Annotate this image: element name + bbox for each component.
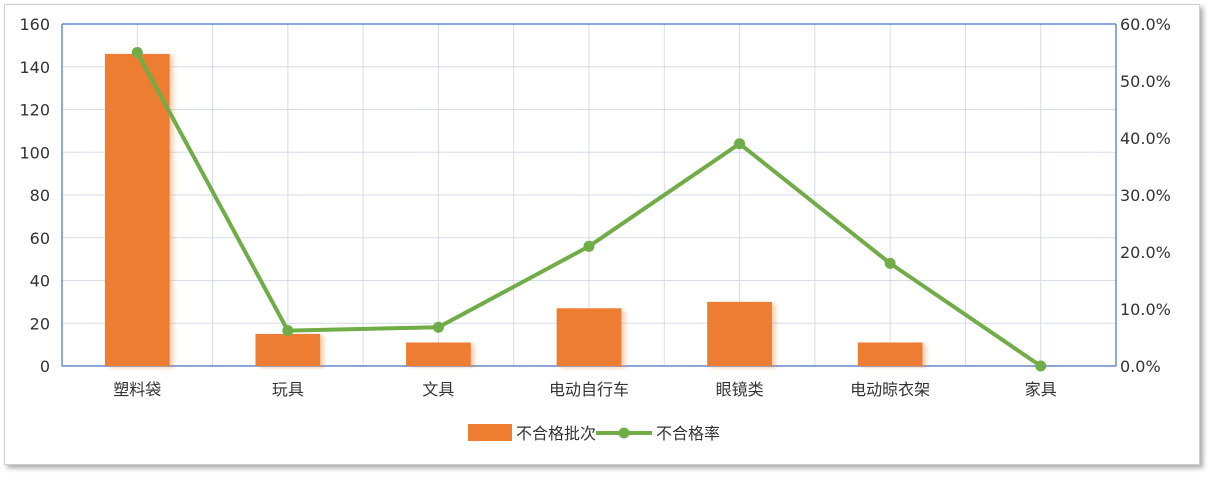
x-tick-label: 塑料袋 bbox=[113, 380, 161, 399]
y-right-tick-label: 20.0% bbox=[1120, 243, 1171, 262]
x-tick-label: 玩具 bbox=[272, 380, 304, 399]
y-left-tick-label: 0 bbox=[40, 357, 50, 376]
bar bbox=[104, 53, 170, 367]
bar bbox=[255, 333, 321, 366]
y-right-tick-label: 0.0% bbox=[1120, 357, 1161, 376]
line-point bbox=[1035, 360, 1047, 372]
x-tick-label: 眼镜类 bbox=[716, 380, 764, 399]
y-right-tick-label: 30.0% bbox=[1120, 186, 1171, 205]
x-tick-label: 家具 bbox=[1025, 380, 1057, 399]
legend-line-marker bbox=[618, 427, 630, 439]
y-right-tick-label: 50.0% bbox=[1120, 72, 1171, 91]
y-left-tick-label: 80 bbox=[30, 186, 50, 205]
x-tick-label: 文具 bbox=[422, 380, 454, 399]
y-left-tick-label: 120 bbox=[19, 101, 50, 120]
y-left-tick-label: 140 bbox=[19, 58, 50, 77]
chart-container: 0 20 40 60 80 100 120 140 160 0.0% 10.0% 20.0% 30.0%… bbox=[4, 4, 1200, 465]
line-point bbox=[282, 325, 294, 337]
line-point bbox=[131, 47, 143, 58]
legend-bar-label: 不合格批次 bbox=[516, 424, 596, 443]
y-right-tick-label: 10.0% bbox=[1120, 300, 1171, 319]
bar bbox=[406, 342, 471, 366]
y-left-tick-label: 100 bbox=[19, 143, 50, 162]
line-point bbox=[432, 321, 444, 333]
bar bbox=[707, 301, 772, 366]
y-left-tick-label: 60 bbox=[30, 229, 50, 248]
y-right-tick-label: 60.0% bbox=[1120, 15, 1171, 34]
x-tick-label: 电动晾衣架 bbox=[850, 380, 930, 399]
y-left-tick-label: 20 bbox=[30, 314, 50, 333]
legend-line-label: 不合格率 bbox=[656, 424, 720, 443]
y-left-tick-label: 160 bbox=[19, 15, 50, 34]
line-point bbox=[884, 257, 896, 269]
bar bbox=[556, 308, 622, 366]
line-point bbox=[583, 240, 595, 252]
legend-bar-swatch bbox=[468, 424, 512, 441]
bar bbox=[857, 342, 923, 366]
y-left-tick-label: 40 bbox=[30, 272, 50, 291]
x-tick-label: 电动自行车 bbox=[549, 380, 629, 399]
combo-chart: 0 20 40 60 80 100 120 140 160 0.0% 10.0% 20.0% 30.0%… bbox=[19, 15, 1171, 443]
line-point bbox=[734, 138, 746, 150]
y-right-tick-label: 40.0% bbox=[1120, 129, 1171, 148]
